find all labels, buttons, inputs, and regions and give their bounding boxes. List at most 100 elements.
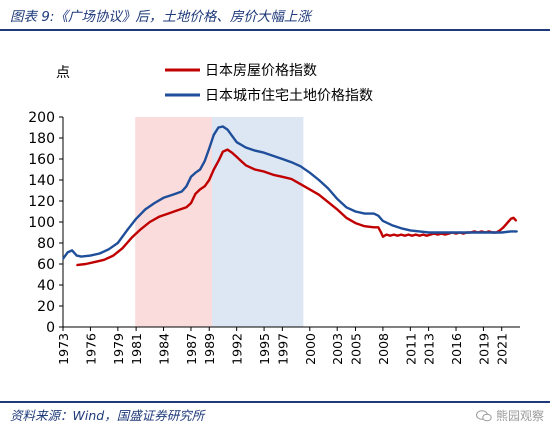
data-point <box>501 231 503 234</box>
data-point <box>67 251 69 253</box>
x-tick-label: 1973 <box>56 333 71 365</box>
data-point <box>382 220 384 222</box>
y-tick-label: 140 <box>28 173 55 189</box>
data-point <box>309 172 311 174</box>
x-tick-label: 1992 <box>230 333 245 365</box>
data-point <box>263 171 265 173</box>
y-axis-label: 点 <box>56 65 70 81</box>
data-point <box>140 228 142 230</box>
data-point <box>103 259 105 261</box>
data-point <box>345 217 347 219</box>
y-tick-label: 40 <box>37 278 55 294</box>
data-point <box>380 231 382 234</box>
data-point <box>194 172 197 174</box>
data-point <box>240 160 242 162</box>
data-point <box>300 165 302 167</box>
figure-title: 图表 9:《广场协议》后，土地价格、房价大幅上涨 <box>10 9 311 25</box>
data-point <box>236 156 238 158</box>
data-point <box>149 221 151 223</box>
data-point <box>126 229 128 231</box>
y-tick-label: 200 <box>28 110 55 126</box>
data-point <box>121 247 123 249</box>
data-point <box>336 198 338 200</box>
data-point <box>400 227 402 229</box>
data-point <box>400 234 402 236</box>
data-point <box>208 147 210 150</box>
data-point <box>502 226 505 228</box>
data-point <box>407 234 410 236</box>
data-point <box>455 231 457 234</box>
data-point <box>272 155 274 157</box>
data-point <box>327 187 329 189</box>
data-point <box>377 215 379 217</box>
data-point <box>411 235 413 237</box>
watermark-text: 熊园观察 <box>495 409 544 423</box>
data-point <box>281 176 283 178</box>
x-tick-label: 2011 <box>403 333 418 365</box>
data-point <box>444 234 446 236</box>
y-tick-label: 80 <box>37 236 55 252</box>
data-point <box>62 258 64 260</box>
x-tick-label: 2005 <box>348 333 363 365</box>
series-lines <box>62 125 518 267</box>
footer-rule <box>0 401 550 403</box>
data-point <box>290 178 293 180</box>
title-rule <box>0 29 550 31</box>
data-point <box>437 231 439 234</box>
data-point <box>422 234 424 236</box>
data-point <box>185 206 187 208</box>
data-point <box>226 149 229 151</box>
data-point <box>131 237 133 239</box>
data-point <box>386 234 388 236</box>
data-point <box>492 231 494 234</box>
y-tick-label: 160 <box>28 152 55 168</box>
data-point <box>429 234 431 236</box>
data-point <box>204 160 206 162</box>
data-point <box>213 168 215 171</box>
data-point <box>208 179 210 181</box>
y-tick-label: 20 <box>37 299 55 315</box>
data-point <box>204 185 206 187</box>
data-point <box>510 218 512 220</box>
data-point <box>254 168 256 171</box>
data-point <box>404 235 406 237</box>
x-tick-label: 2021 <box>495 333 510 365</box>
data-point <box>199 168 201 171</box>
data-point <box>181 190 183 193</box>
data-point <box>199 188 201 190</box>
data-point <box>76 255 78 257</box>
data-point <box>391 224 393 226</box>
y-tick-label: 120 <box>28 194 55 210</box>
data-point <box>89 255 91 257</box>
data-point <box>99 252 101 255</box>
data-point <box>245 146 247 149</box>
data-point <box>482 231 484 234</box>
data-point <box>510 230 512 232</box>
data-point <box>418 230 421 232</box>
data-point <box>515 220 517 222</box>
x-tick-label: 2016 <box>449 333 464 365</box>
data-point <box>222 151 224 153</box>
data-point <box>254 150 256 152</box>
x-tick-label: 2003 <box>330 333 345 365</box>
data-point <box>373 226 375 228</box>
data-point <box>364 225 366 227</box>
data-point <box>213 134 215 136</box>
data-point <box>396 235 399 237</box>
x-tick-label: 1995 <box>257 333 272 365</box>
data-point <box>172 194 174 196</box>
data-point <box>162 197 165 199</box>
shaded-period-2 <box>211 117 304 327</box>
data-point <box>135 218 137 220</box>
data-point <box>389 235 391 237</box>
data-point <box>354 222 357 224</box>
x-tick-label: 2019 <box>476 333 491 365</box>
data-point <box>80 256 82 258</box>
data-point <box>428 231 430 234</box>
data-point <box>290 161 293 163</box>
data-point <box>464 231 466 234</box>
y-tick-label: 60 <box>37 257 55 273</box>
data-point <box>144 208 146 210</box>
